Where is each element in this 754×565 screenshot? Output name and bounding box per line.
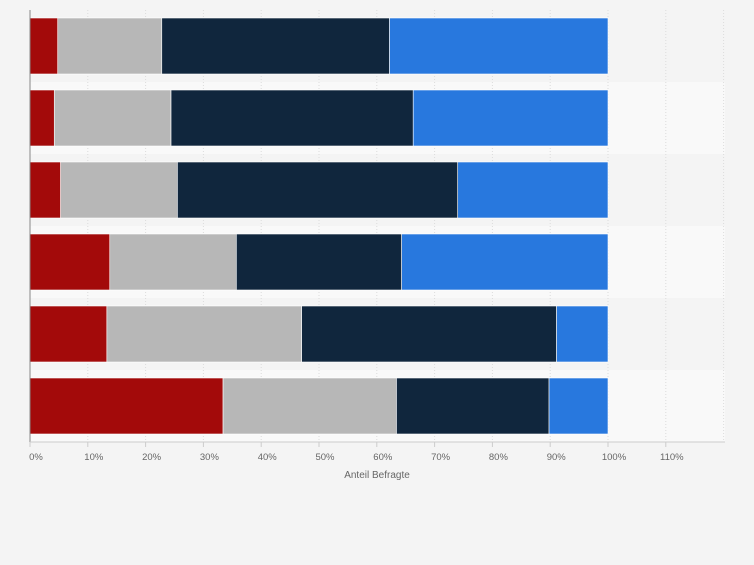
x-tick-label: 20% (142, 452, 162, 463)
x-tick-label: 100% (602, 452, 627, 463)
x-tick-label: 90% (547, 452, 567, 463)
bar-segment-series-3[interactable] (236, 233, 402, 291)
x-tick-label: 50% (315, 452, 335, 463)
x-tick-label: 30% (200, 452, 220, 463)
bar-segment-series-1[interactable] (29, 233, 111, 291)
bar-segment-series-2[interactable] (57, 17, 163, 75)
bars (29, 17, 609, 435)
bar-segment-series-2[interactable] (222, 377, 397, 435)
x-tick-label: 40% (258, 452, 278, 463)
bar-segment-series-1[interactable] (29, 17, 59, 75)
x-tick-label: 10% (84, 452, 104, 463)
bar-segment-series-3[interactable] (170, 89, 414, 147)
bar-segment-series-4[interactable] (412, 89, 609, 147)
bar-segment-series-3[interactable] (301, 305, 557, 363)
x-tick-label: 70% (431, 452, 451, 463)
bar-segment-series-2[interactable] (53, 89, 172, 147)
bar-segment-series-3[interactable] (177, 161, 459, 219)
x-axis-title: Anteil Befragte (344, 470, 410, 481)
x-tick-label: 80% (489, 452, 509, 463)
x-tick-label: 110% (660, 452, 684, 463)
x-axis: 0% 10% 20% 30% 40% 50% 60% 70% 80% 90% 100% 110% (29, 10, 725, 463)
bar-segment-series-2[interactable] (106, 305, 302, 363)
bar-segment-series-3[interactable] (161, 17, 390, 75)
gridlines (87, 10, 725, 442)
bar-segment-series-4[interactable] (548, 377, 609, 435)
x-tick-label: 0% (29, 452, 43, 463)
bar-segment-series-1[interactable] (29, 161, 61, 219)
x-tick-label: 60% (373, 452, 393, 463)
row-bands (30, 10, 725, 442)
bar-segment-series-3[interactable] (396, 377, 550, 435)
bar-segment-series-4[interactable] (389, 17, 609, 75)
bar-segment-series-1[interactable] (29, 377, 224, 435)
bar-segment-series-4[interactable] (457, 161, 609, 219)
bar-segment-series-4[interactable] (556, 305, 609, 363)
bar-segment-series-1[interactable] (29, 305, 108, 363)
bar-segment-series-2[interactable] (60, 161, 178, 219)
bar-segment-series-1[interactable] (29, 89, 55, 147)
bar-segment-series-4[interactable] (401, 233, 609, 291)
bar-segment-series-2[interactable] (109, 233, 237, 291)
